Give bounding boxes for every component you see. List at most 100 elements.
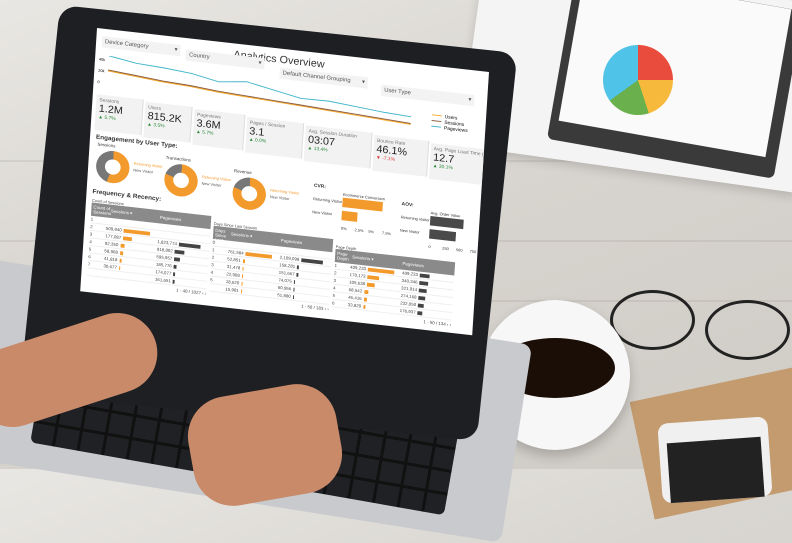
- pageviews-bar: [419, 281, 428, 286]
- pageviews-value: 595,957: [156, 254, 172, 260]
- sessions-bar: [367, 275, 379, 280]
- row-key: 6: [332, 301, 348, 307]
- sessions-value: 30,677: [103, 264, 117, 270]
- aov-tick: 250: [442, 246, 449, 251]
- cvr-tick: 2.5%: [354, 227, 363, 233]
- pager-next-icon[interactable]: ‹ ›: [201, 291, 207, 296]
- pageviews-value: 340,346: [401, 278, 417, 284]
- pager-text: 1 - 50 / 183: [301, 304, 324, 311]
- y-tick-label: 20k: [98, 69, 105, 74]
- sessions-bar: [123, 236, 132, 241]
- pageviews-value: 2,109,098: [280, 255, 300, 262]
- pager-next-icon[interactable]: ‹ ›: [446, 322, 452, 327]
- aov-row-label: Returning Visitor: [401, 215, 430, 223]
- row-key: 7: [88, 262, 104, 268]
- sessions-value: 68,542: [349, 287, 363, 293]
- glasses-lens-left: [610, 290, 695, 350]
- pageviews-bar: [179, 242, 201, 248]
- cvr-tick: 0%: [341, 226, 347, 231]
- aov-tick: 750: [470, 249, 477, 254]
- y-tick-label: 0: [97, 80, 99, 84]
- donut-chart-sessions: [95, 149, 130, 185]
- sessions-value: 92,350: [105, 241, 119, 247]
- pageviews-value: 185,776: [156, 262, 172, 268]
- sessions-bar: [364, 297, 367, 301]
- pager-next-icon[interactable]: ‹ ›: [323, 306, 329, 311]
- pageviews-bar: [297, 265, 299, 269]
- row-key: 1: [212, 247, 228, 253]
- pageviews-value: 918,802: [157, 247, 173, 253]
- sessions-value: 761,584: [228, 249, 244, 255]
- pageviews-value: 151,667: [279, 270, 295, 276]
- filter-device-category[interactable]: Device Category: [102, 36, 181, 56]
- pager-text: 1 - 50 / 134: [423, 319, 446, 326]
- pager-text: 1 - 40 / 1027: [176, 288, 201, 295]
- row-key: 5: [210, 277, 226, 283]
- sessions-bar: [367, 282, 375, 287]
- sessions-value: 15,981: [225, 287, 239, 293]
- row-key: 1: [334, 263, 350, 269]
- pageviews-value: 321,914: [401, 286, 417, 292]
- pageviews-bar: [420, 273, 430, 278]
- column-header[interactable]: Count of Sessions: [93, 205, 111, 216]
- sessions-value: 409,233: [350, 265, 366, 271]
- y-tick-label: 40k: [99, 57, 106, 62]
- row-key: [87, 272, 103, 274]
- pageviews-bar: [174, 257, 180, 261]
- smartphone: [657, 416, 772, 503]
- glasses-lens-right: [705, 300, 790, 360]
- sessions-value: 52,851: [227, 257, 241, 263]
- sessions-bar: [242, 274, 243, 278]
- pageviews-value: 60,956: [278, 285, 292, 291]
- sessions-bar: [119, 258, 122, 262]
- sessions-value: 41,818: [104, 256, 118, 262]
- sessions-bar: [120, 251, 123, 255]
- column-header[interactable]: Page Depth: [337, 251, 353, 262]
- sessions-value: 105,638: [349, 280, 365, 286]
- row-key: 2: [334, 270, 350, 276]
- column-header[interactable]: Days Since Last Session: [215, 228, 231, 239]
- pageviews-bar: [293, 287, 294, 291]
- sessions-bar: [241, 289, 242, 293]
- pageviews-bar: [294, 280, 295, 284]
- row-key: 4: [89, 239, 105, 245]
- sessions-bar: [242, 266, 244, 270]
- pageviews-value: 274,168: [401, 293, 417, 299]
- cvr-row-label: New Visitor: [312, 209, 332, 216]
- pageviews-bar: [419, 288, 427, 293]
- pageviews-value: 409,233: [402, 271, 418, 277]
- pageviews-bar: [173, 279, 175, 283]
- sessions-bar: [363, 305, 366, 309]
- sessions-value: 31,478: [227, 264, 241, 270]
- row-key: 1: [91, 217, 107, 223]
- pageviews-value: 1,823,774: [157, 239, 177, 246]
- cvr-label: CVR:: [314, 183, 326, 190]
- sessions-value: 509,840: [106, 226, 122, 232]
- cvr-row-label: Returning Visitor: [313, 196, 342, 204]
- sessions-value: 33,820: [348, 302, 362, 308]
- sessions-value: 18,620: [226, 279, 240, 285]
- pageviews-bar: [173, 272, 175, 276]
- sessions-value: 58,908: [104, 248, 118, 254]
- row-key: 2: [90, 224, 106, 230]
- pageviews-value: 158,281: [279, 262, 295, 268]
- pageviews-value: 176,937: [400, 308, 416, 314]
- pageviews-bar: [418, 303, 424, 307]
- row-key: 3: [90, 232, 106, 238]
- aov-tick: 500: [456, 247, 463, 252]
- donut-legend-item: New Visitor: [201, 181, 221, 188]
- printed-pie-chart: [603, 45, 673, 115]
- row-key: 4: [211, 270, 227, 276]
- pageviews-bar: [174, 264, 177, 268]
- pageviews-value: 51,880: [277, 293, 291, 299]
- pageviews-bar: [175, 249, 185, 254]
- pageviews-value: 161,651: [155, 277, 171, 283]
- donut-chart-revenue: [232, 176, 267, 212]
